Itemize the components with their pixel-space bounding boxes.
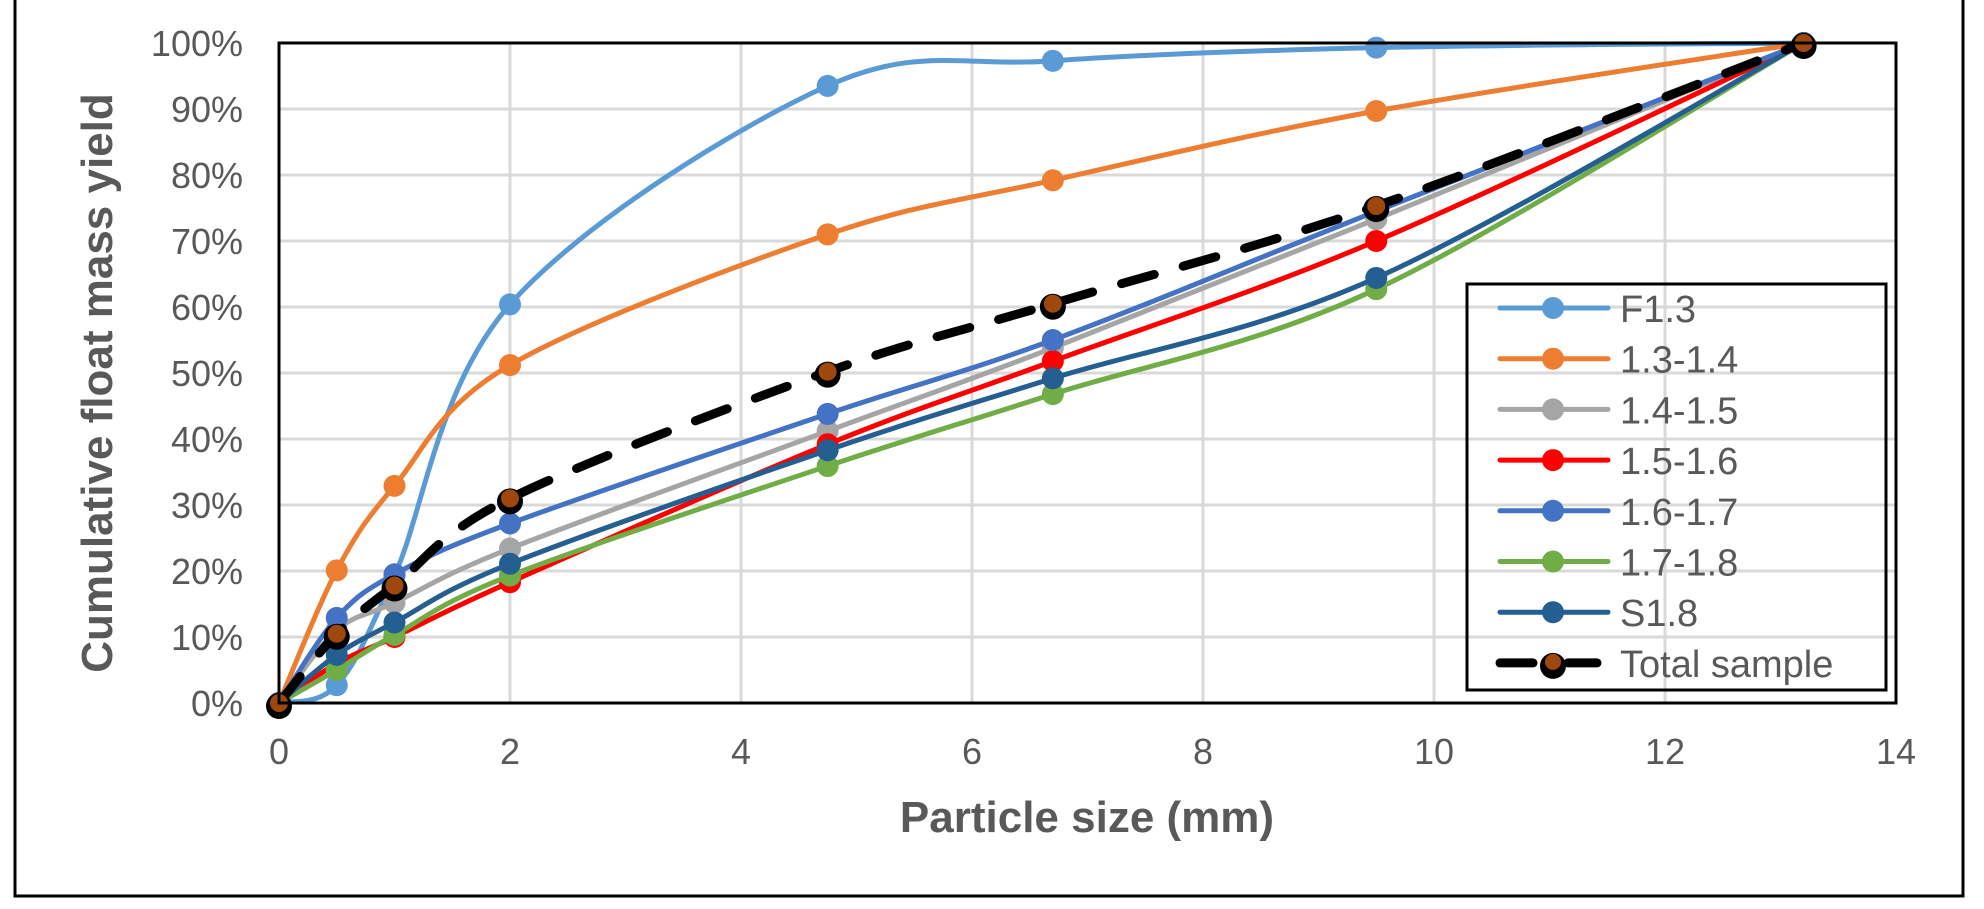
y-tick-label: 100% bbox=[151, 23, 243, 64]
y-tick-label: 30% bbox=[171, 485, 243, 526]
y-axis-tick-labels: 0% 10% 20% 30% 40% 50% 60% 70% 80% 90% 100% bbox=[151, 23, 243, 724]
y-tick-label: 50% bbox=[171, 353, 243, 394]
data-point-marker bbox=[325, 606, 348, 629]
data-point-marker bbox=[499, 512, 521, 535]
legend-swatch-marker bbox=[1542, 347, 1564, 370]
x-tick-label: 12 bbox=[1645, 731, 1685, 772]
data-point-marker bbox=[499, 354, 521, 377]
data-point-marker bbox=[1041, 49, 1064, 72]
legend-item-1-4-1-5[interactable]: 1.4-1.5 bbox=[1497, 390, 1738, 432]
legend-swatch-marker bbox=[1542, 550, 1564, 573]
legend: F1.3 1.3-1.4 1.4-1.5 1.5-1.6 1.6-1.7 1.7-1.8 S… bbox=[1465, 282, 1888, 692]
legend-label: F1.3 bbox=[1620, 289, 1696, 331]
data-point-marker bbox=[383, 611, 406, 634]
y-tick-label: 20% bbox=[171, 551, 243, 592]
data-point-marker bbox=[325, 643, 348, 666]
y-tick-label: 10% bbox=[171, 617, 243, 658]
legend-swatch-marker bbox=[1542, 601, 1564, 624]
y-axis-title: Cumulative float mass yield bbox=[73, 93, 122, 673]
data-point-marker bbox=[1365, 36, 1388, 59]
data-point-marker bbox=[816, 74, 839, 97]
legend-swatch-marker bbox=[1545, 653, 1561, 670]
data-point-marker bbox=[1043, 294, 1062, 313]
y-tick-label: 70% bbox=[171, 221, 243, 262]
data-point-marker bbox=[1041, 169, 1064, 192]
data-point-marker bbox=[385, 576, 404, 595]
y-tick-label: 90% bbox=[171, 89, 243, 130]
data-point-marker bbox=[1041, 383, 1064, 406]
legend-item-1-6-1-7[interactable]: 1.6-1.7 bbox=[1497, 492, 1738, 534]
legend-label: Total sample bbox=[1620, 644, 1833, 686]
data-point-marker bbox=[499, 293, 521, 316]
legend-item-1-7-1-8[interactable]: 1.7-1.8 bbox=[1497, 543, 1738, 585]
y-tick-label: 60% bbox=[171, 287, 243, 328]
data-point-marker bbox=[1367, 197, 1386, 216]
data-point-marker bbox=[325, 659, 348, 681]
legend-swatch-marker bbox=[1542, 297, 1564, 319]
legend-box bbox=[1465, 282, 1888, 692]
y-tick-label: 0% bbox=[191, 683, 243, 724]
x-tick-label: 4 bbox=[731, 731, 751, 772]
legend-label: 1.3-1.4 bbox=[1620, 340, 1738, 382]
y-tick-label: 40% bbox=[171, 419, 243, 460]
legend-item-1-5-1-6[interactable]: 1.5-1.6 bbox=[1497, 441, 1738, 483]
data-point-marker bbox=[1041, 367, 1064, 390]
data-point-marker bbox=[325, 674, 348, 697]
series-total-sample bbox=[266, 33, 1817, 719]
legend-item-total-sample[interactable]: Total sample bbox=[1495, 644, 1833, 686]
chart-outer-border bbox=[13, 0, 1965, 898]
legend-label: 1.7-1.8 bbox=[1620, 543, 1738, 585]
series-line-total-sample bbox=[274, 38, 1809, 708]
x-tick-label: 6 bbox=[962, 731, 982, 772]
data-point-marker bbox=[1365, 230, 1388, 252]
x-tick-label: 2 bbox=[500, 731, 520, 772]
data-point-marker bbox=[501, 489, 519, 508]
data-point-marker bbox=[383, 474, 406, 497]
series-line-f1-3 bbox=[278, 40, 1804, 706]
legend-item-1-3-1-4[interactable]: 1.3-1.4 bbox=[1497, 340, 1738, 382]
y-tick-label: 80% bbox=[171, 155, 243, 196]
x-axis-title: Particle size (mm) bbox=[900, 793, 1274, 842]
x-tick-label: 0 bbox=[269, 731, 289, 772]
data-point-marker bbox=[816, 223, 839, 246]
data-point-marker bbox=[1365, 266, 1388, 289]
series-layer bbox=[266, 32, 1817, 719]
plot-area-border bbox=[277, 41, 1898, 705]
legend-item-f1-3[interactable]: F1.3 bbox=[1497, 289, 1696, 331]
legend-label: 1.4-1.5 bbox=[1620, 390, 1738, 432]
legend-label: 1.5-1.6 bbox=[1620, 441, 1738, 483]
data-point-marker bbox=[327, 624, 346, 643]
x-tick-label: 14 bbox=[1876, 731, 1916, 772]
x-axis-tick-labels: 0 2 4 6 8 10 12 14 bbox=[269, 731, 1916, 772]
data-point-marker bbox=[816, 439, 839, 462]
legend-item-s1-8[interactable]: S1.8 bbox=[1497, 593, 1698, 635]
data-point-marker bbox=[816, 402, 839, 425]
x-tick-label: 10 bbox=[1414, 731, 1454, 772]
data-point-marker bbox=[1365, 99, 1388, 122]
legend-swatch-marker bbox=[1542, 398, 1564, 421]
data-point-marker bbox=[1041, 350, 1064, 373]
legend-label: 1.6-1.7 bbox=[1620, 492, 1738, 534]
data-point-marker bbox=[1041, 329, 1064, 351]
x-tick-label: 8 bbox=[1193, 731, 1213, 772]
data-point-marker bbox=[325, 559, 348, 582]
legend-label: S1.8 bbox=[1620, 593, 1698, 635]
series-line-1-4-1-5 bbox=[277, 40, 1805, 705]
data-point-marker bbox=[818, 362, 837, 381]
data-point-marker bbox=[816, 455, 839, 478]
legend-swatch-marker bbox=[1542, 449, 1564, 472]
data-point-marker bbox=[499, 552, 521, 575]
legend-swatch-marker bbox=[1542, 499, 1564, 522]
data-point-marker bbox=[499, 537, 521, 560]
